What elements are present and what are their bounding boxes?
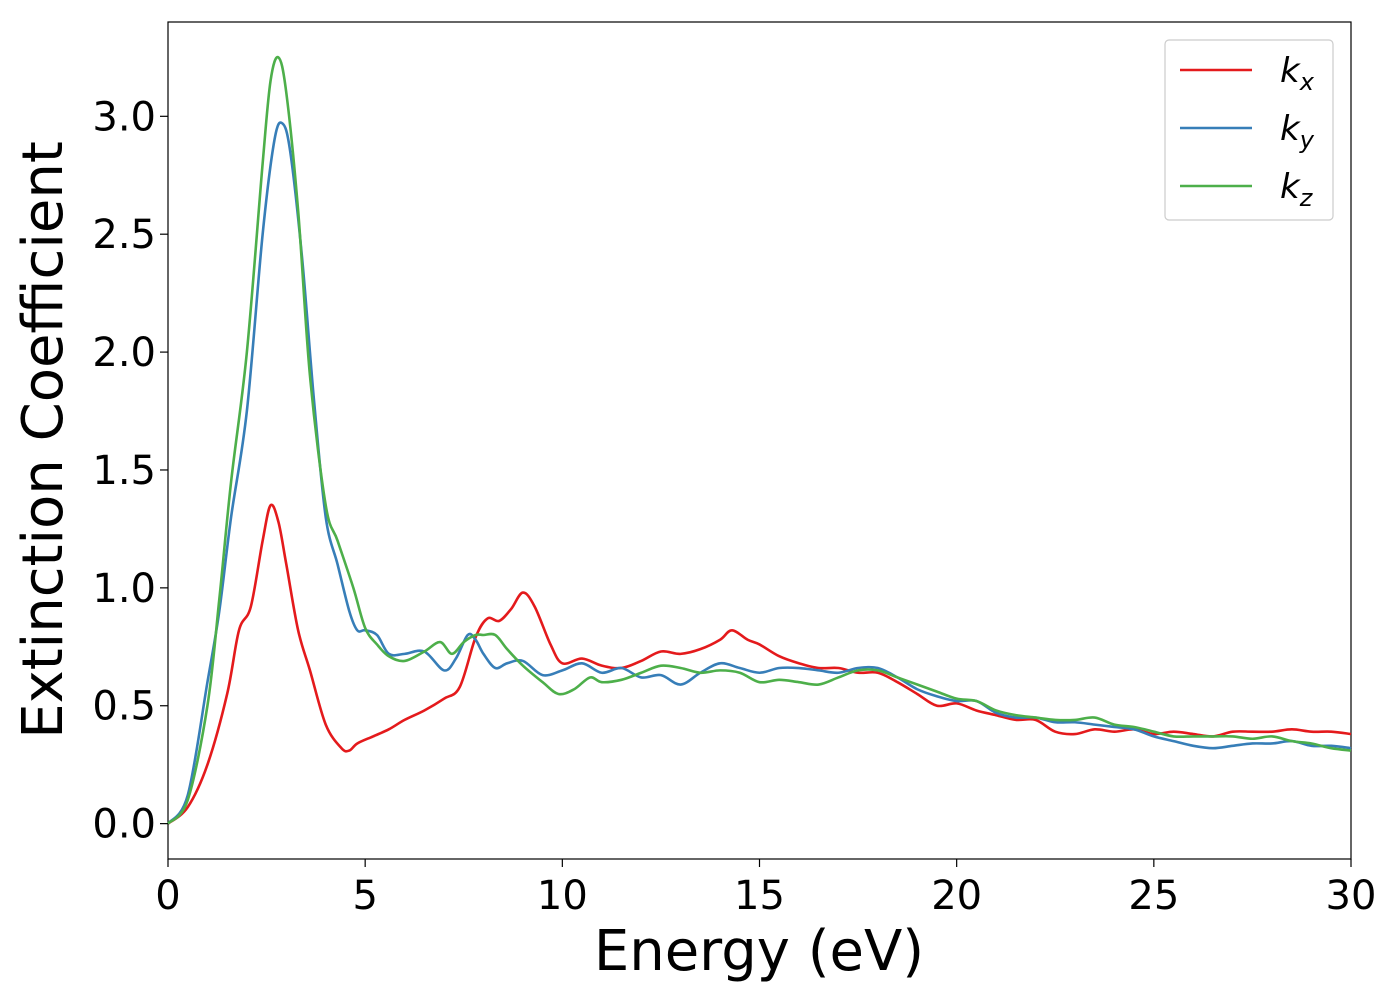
- y-tick-label: 0.0: [92, 802, 156, 848]
- y-tick-label: 1.0: [92, 566, 156, 612]
- y-tick-label: 0.5: [92, 684, 156, 730]
- y-axis-label: Extinction Coefficient: [11, 141, 76, 739]
- x-tick-label: 5: [352, 873, 377, 919]
- y-tick-label: 2.0: [92, 330, 156, 376]
- y-tick-label: 1.5: [92, 448, 156, 494]
- series-line-kz: [167, 55, 1352, 825]
- x-tick-label: 20: [931, 873, 982, 919]
- x-tick-label: 30: [1326, 873, 1377, 919]
- y-tick-label: 3.0: [92, 94, 156, 140]
- series-line-kx: [167, 503, 1352, 825]
- x-tick-label: 25: [1128, 873, 1179, 919]
- plot-area: [167, 21, 1352, 860]
- x-tick-label: 10: [537, 873, 588, 919]
- x-tick-label: 0: [155, 873, 180, 919]
- x-tick-label: 15: [734, 873, 785, 919]
- ticks-layer: 0 5 10 15 20 25 30 0.0 0.5 1.0 1.5 2.0 2.5 3.0: [92, 94, 1376, 919]
- series-layer: [166, 55, 1352, 825]
- y-tick-label: 2.5: [92, 212, 156, 258]
- legend-box: [1164, 39, 1334, 221]
- x-axis-label: Energy (eV): [594, 919, 924, 984]
